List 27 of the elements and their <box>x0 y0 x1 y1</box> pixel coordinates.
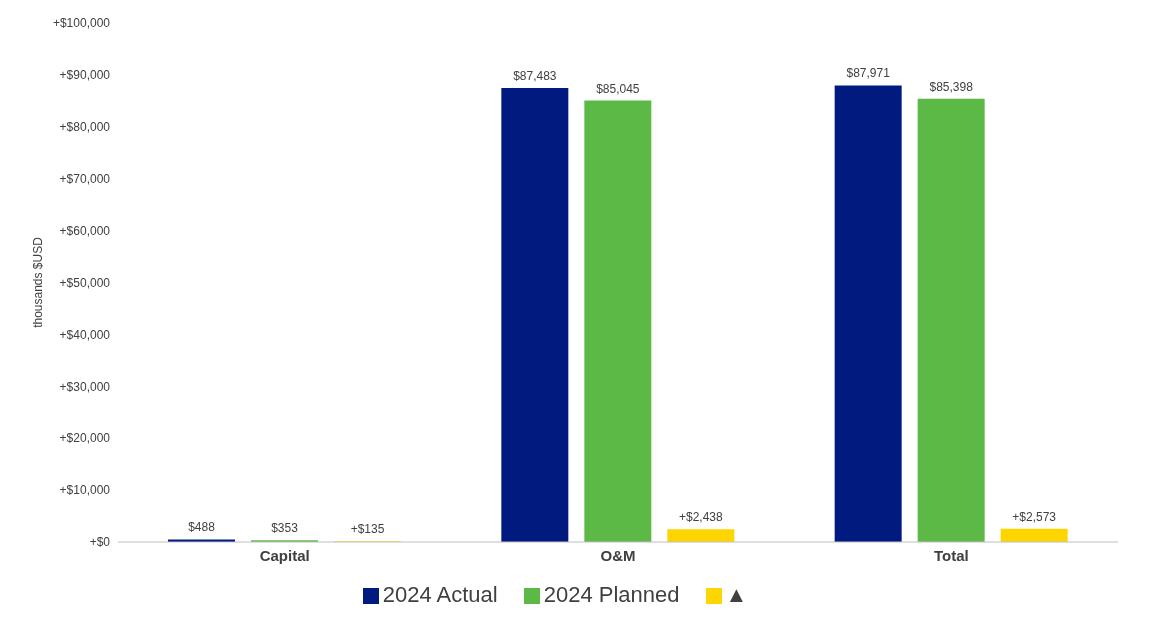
x-tick-label: O&M <box>600 546 636 564</box>
y-tick-label: +$60,000 <box>59 223 111 238</box>
data-label: $85,398 <box>929 79 974 94</box>
y-tick-label: +$90,000 <box>59 68 111 83</box>
data-label: $353 <box>271 521 299 536</box>
data-label: $488 <box>188 520 216 535</box>
legend-label: 2024 Actual <box>382 582 498 607</box>
x-tick-label: Total <box>933 546 969 564</box>
data-label: +$2,573 <box>1012 509 1057 524</box>
data-label: $87,483 <box>513 68 557 83</box>
data-label: $87,971 <box>846 66 891 81</box>
y-tick-label: +$20,000 <box>59 431 111 446</box>
y-tick-label: +$30,000 <box>59 379 111 394</box>
y-tick-label: +$70,000 <box>59 171 111 186</box>
y-tick-label: +$100,000 <box>52 16 111 31</box>
legend-label: ▲ <box>725 582 748 607</box>
data-label: +$135 <box>350 522 385 537</box>
y-tick-label: +$80,000 <box>59 120 111 135</box>
x-tick-label: Capital <box>259 546 310 564</box>
y-tick-label: +$40,000 <box>59 327 111 342</box>
y-tick-label: +$10,000 <box>59 483 111 498</box>
data-label: +$2,438 <box>678 510 724 525</box>
y-tick-label: +$0 <box>89 535 111 550</box>
y-axis-title: thousands $USD <box>31 236 46 328</box>
data-label: $85,045 <box>596 81 640 96</box>
legend-label: 2024 Planned <box>543 582 680 607</box>
y-tick-label: +$50,000 <box>59 275 111 290</box>
